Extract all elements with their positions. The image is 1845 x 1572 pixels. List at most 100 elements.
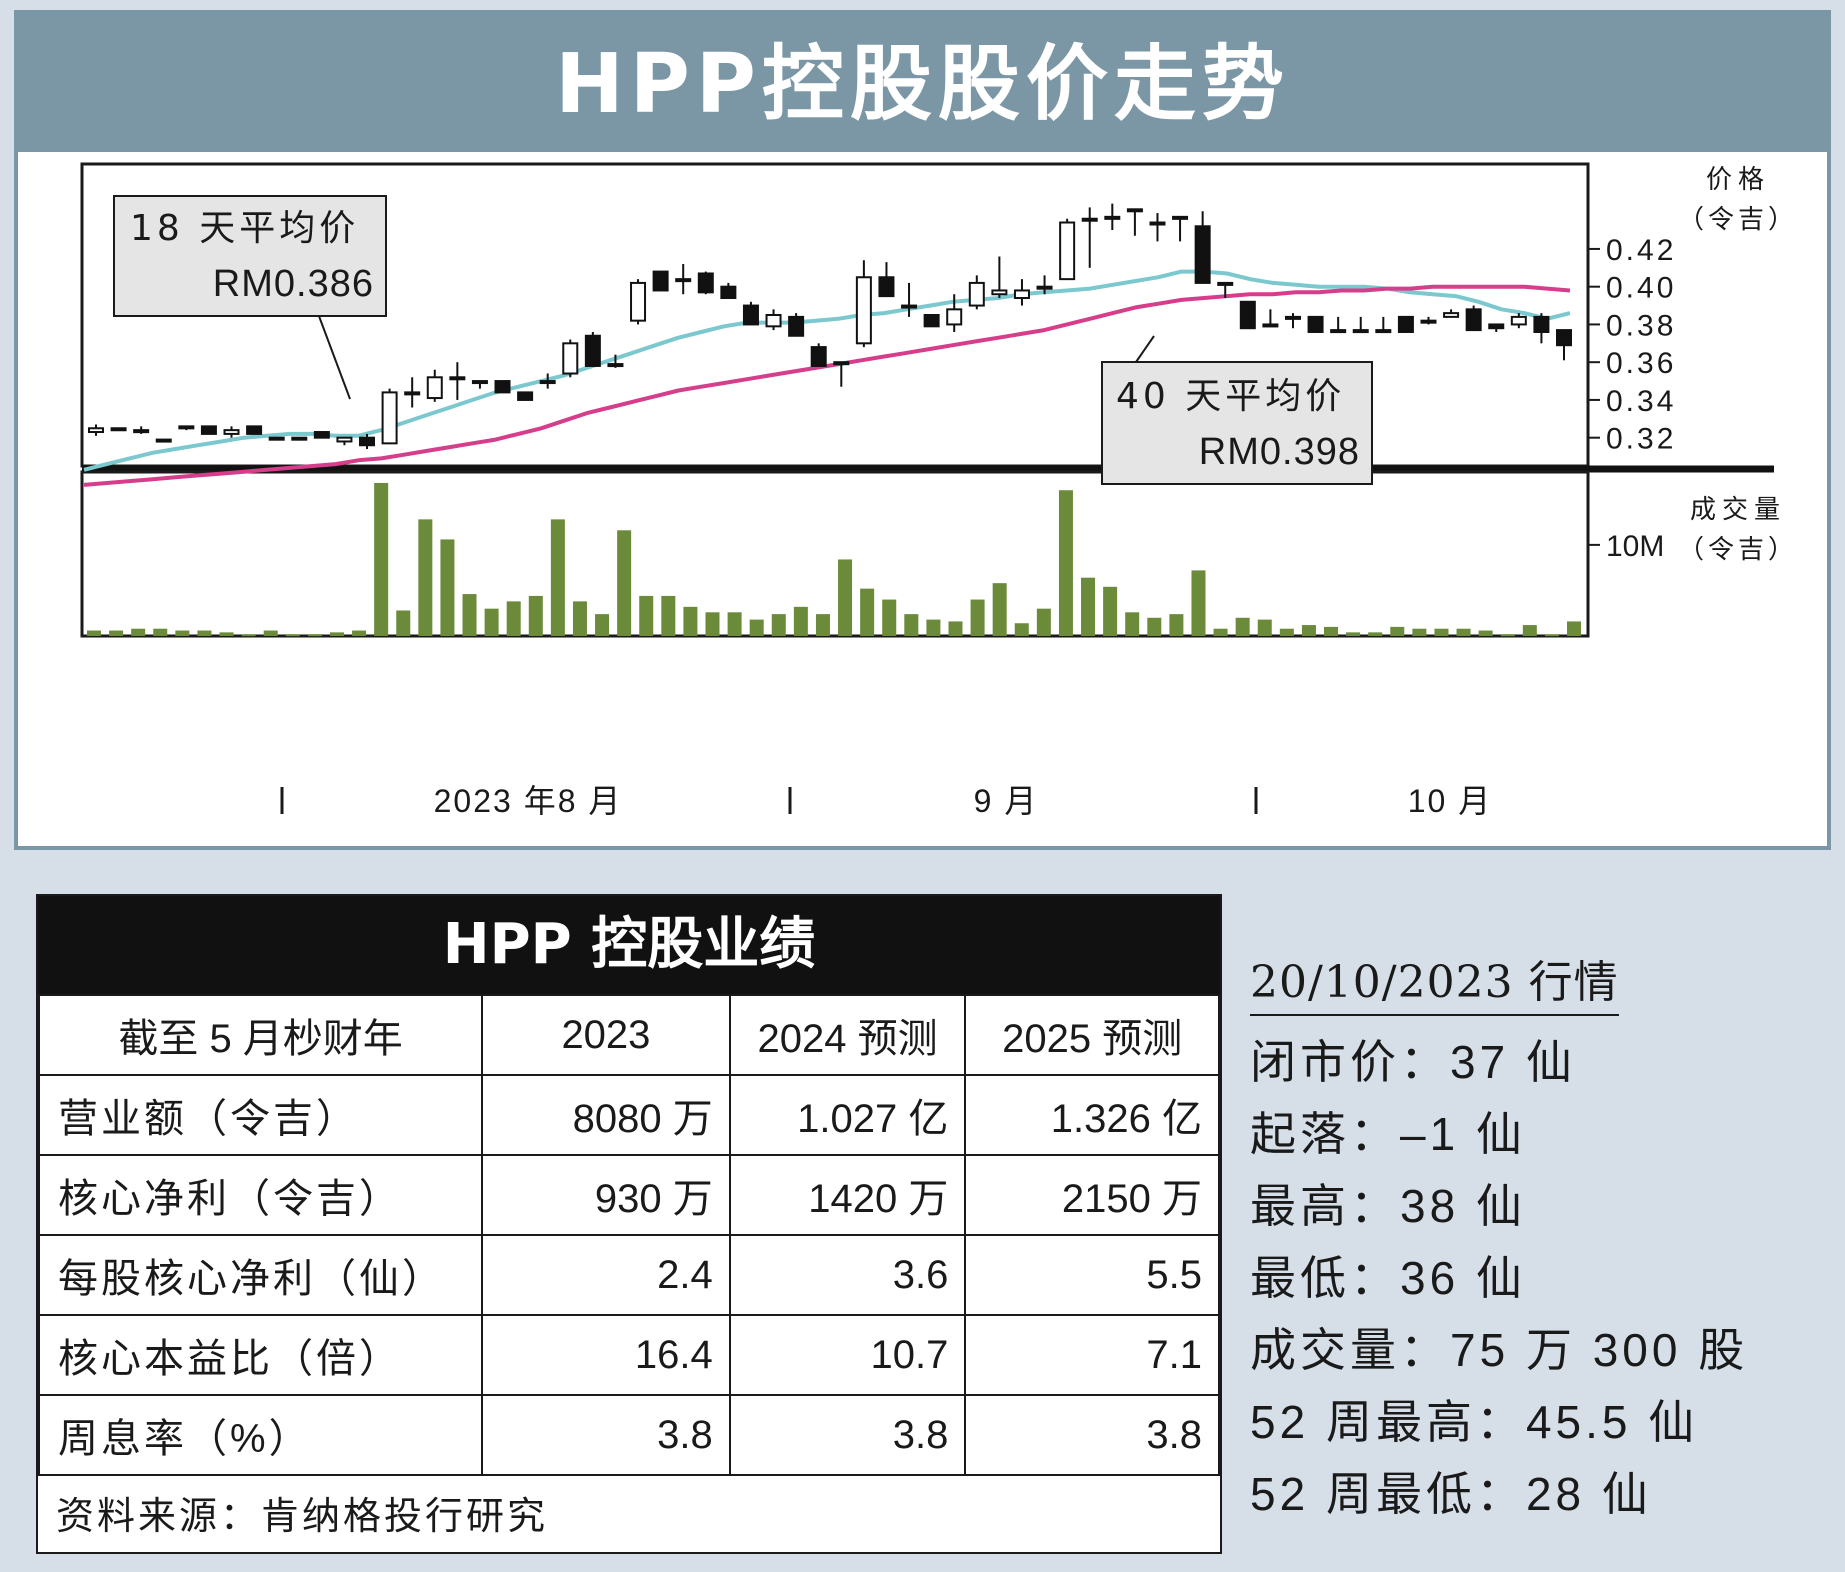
candle-body bbox=[1397, 315, 1414, 333]
candlestick bbox=[336, 436, 353, 446]
candlestick bbox=[810, 343, 827, 367]
volume-bar bbox=[1257, 619, 1272, 636]
candle-body bbox=[1556, 329, 1572, 347]
candlestick bbox=[855, 260, 872, 348]
candle-body bbox=[855, 276, 872, 345]
candlestick bbox=[584, 331, 601, 367]
ma18-label: 18 天平均价 bbox=[130, 208, 359, 249]
volume-bar bbox=[329, 632, 344, 636]
candlestick bbox=[1284, 313, 1301, 329]
volume-bar bbox=[1213, 628, 1228, 636]
price-tick-label: 0.32 bbox=[1606, 423, 1676, 456]
annotations: 18 天平均价 RM0.386 40 天平均价 RM0.398 bbox=[113, 195, 1373, 485]
candlestick bbox=[517, 391, 534, 401]
candlestick bbox=[1510, 313, 1527, 329]
volume-bar bbox=[352, 630, 367, 636]
candlestick bbox=[1239, 300, 1256, 330]
volume-bar bbox=[506, 601, 521, 636]
volume-bar bbox=[1081, 577, 1096, 636]
candle-body bbox=[1420, 319, 1437, 324]
ma18-callout-box bbox=[113, 195, 387, 317]
candlestick bbox=[923, 314, 940, 328]
candlestick bbox=[1352, 316, 1369, 334]
table-cell: 核心本益比（倍） bbox=[37, 1314, 484, 1396]
volume-bar bbox=[87, 630, 101, 636]
candlestick bbox=[155, 438, 172, 443]
candlestick bbox=[426, 369, 443, 402]
quote-low: 最低：36 仙 bbox=[1250, 1252, 1526, 1304]
candlestick bbox=[991, 256, 1008, 299]
candlestick bbox=[1443, 309, 1460, 318]
candlestick bbox=[1533, 313, 1550, 344]
volume-bar bbox=[1279, 628, 1294, 636]
chart-panel: 0.42 0.40 0.38 0.36 0.34 0.32 价格 （令吉） 10M 成交量 （令吉）… bbox=[14, 152, 1831, 850]
lower-section: HPP 控股业绩 截至 5 月杪财年 2023 2024 预测 2025 预测 … bbox=[14, 850, 1831, 1572]
volume-bar bbox=[1301, 625, 1316, 636]
candlestick bbox=[268, 436, 285, 441]
price-axis-unit: （令吉） bbox=[1678, 205, 1798, 235]
candlestick bbox=[223, 426, 240, 438]
candle-body bbox=[833, 361, 850, 366]
candlestick bbox=[539, 373, 556, 389]
candle-body bbox=[359, 436, 376, 447]
candle-body bbox=[1465, 308, 1482, 332]
table-cell: 3.6 bbox=[728, 1234, 967, 1316]
volume-axis-unit: （令吉） bbox=[1678, 535, 1798, 565]
candle-body bbox=[1510, 315, 1527, 326]
candle-body bbox=[1081, 217, 1098, 222]
candlestick bbox=[178, 425, 195, 431]
candlestick bbox=[1059, 218, 1076, 281]
candlestick bbox=[1149, 213, 1166, 242]
table-cell: 1.326 亿 bbox=[964, 1074, 1220, 1156]
volume-bar bbox=[1036, 608, 1051, 636]
volume-bar bbox=[639, 595, 654, 636]
ma40-line bbox=[83, 284, 1571, 487]
price-tick-label: 0.38 bbox=[1606, 309, 1676, 342]
candle-body bbox=[720, 285, 737, 300]
candle-body bbox=[200, 425, 217, 435]
volume-axis-label: 成交量 bbox=[1690, 495, 1786, 525]
candlestick bbox=[742, 301, 759, 326]
table-header-cell: 截至 5 月杪财年 bbox=[37, 994, 484, 1076]
price-axis-label: 价格 bbox=[1706, 165, 1770, 195]
volume-bar bbox=[219, 632, 234, 636]
price-tick-label: 0.42 bbox=[1606, 234, 1676, 267]
title-banner: HPP控股股价走势 bbox=[14, 10, 1831, 152]
candle-body bbox=[607, 363, 624, 368]
candlestick bbox=[1172, 215, 1189, 242]
candle-body bbox=[471, 380, 488, 385]
volume-bar bbox=[793, 606, 808, 636]
ma40-label: 40 天平均价 bbox=[1116, 376, 1345, 417]
price-tick-label: 0.36 bbox=[1606, 347, 1676, 380]
candle-body bbox=[1533, 315, 1550, 333]
volume-bar bbox=[1058, 490, 1073, 636]
table-cell: 每股核心净利（仙） bbox=[37, 1234, 484, 1316]
volume-bar bbox=[1169, 614, 1184, 636]
candle-body bbox=[923, 314, 940, 328]
candlestick bbox=[788, 313, 805, 337]
table-cell: 10.7 bbox=[728, 1314, 967, 1396]
ma18-value: RM0.386 bbox=[213, 263, 374, 305]
volume-bar bbox=[396, 610, 411, 636]
candlestick bbox=[449, 362, 466, 400]
volume-plot-frame bbox=[80, 470, 1590, 638]
volume-bar bbox=[153, 628, 168, 636]
volume-plot-border bbox=[80, 470, 1590, 638]
volume-bar bbox=[285, 634, 300, 637]
volume-bar bbox=[1191, 570, 1206, 636]
candle-body bbox=[1036, 285, 1053, 290]
candle-body bbox=[584, 334, 601, 367]
candlestick bbox=[946, 294, 963, 332]
quote-52w-high: 52 周最高：45.5 仙 bbox=[1250, 1396, 1699, 1448]
volume-bar bbox=[749, 619, 764, 636]
candlestick bbox=[562, 339, 579, 378]
candle-body bbox=[291, 436, 308, 441]
volume-bar bbox=[1478, 630, 1493, 636]
volume-bar bbox=[197, 630, 212, 636]
table-header-cell: 2025 预测 bbox=[964, 994, 1220, 1076]
volume-bar bbox=[572, 601, 587, 636]
volume-bar bbox=[1368, 632, 1383, 636]
candle-body bbox=[1013, 289, 1030, 300]
volume-bar bbox=[418, 519, 433, 636]
price-volume-chart: 0.42 0.40 0.38 0.36 0.34 0.32 价格 （令吉） 10M 成交量 （令吉）… bbox=[80, 162, 1798, 819]
